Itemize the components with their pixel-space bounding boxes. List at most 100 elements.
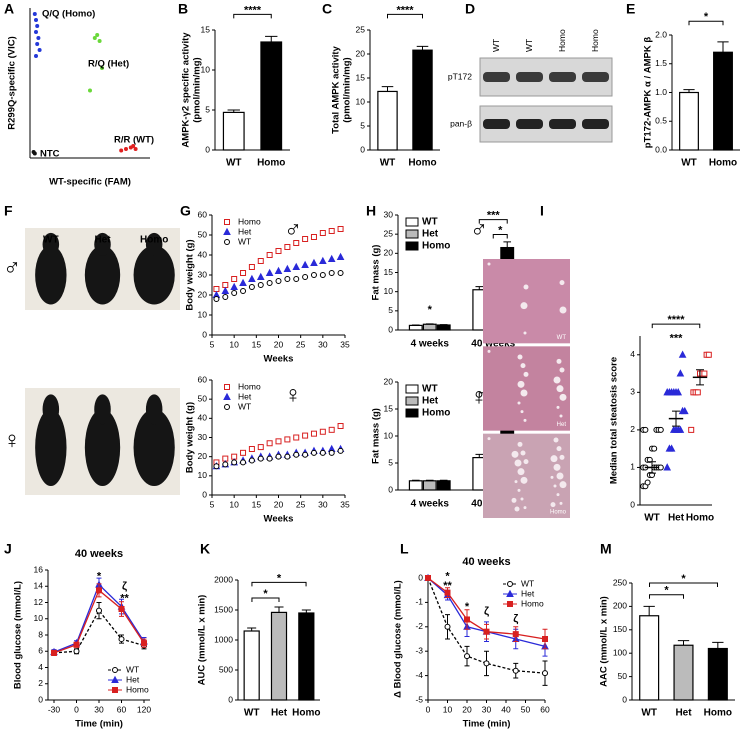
x-tick-label: WT [380,158,396,169]
legend-label: Het [422,396,439,407]
legend-swatch [405,384,419,394]
point [213,463,220,470]
vacuole [511,497,517,503]
y-tick-label: 0 [418,572,423,582]
y-tick-label: -5 [415,694,423,704]
y-tick-label: 0 [622,694,627,704]
y-tick-label: 500 [219,664,233,674]
point [239,278,247,286]
point [248,457,255,464]
legend-marker [224,404,230,410]
point [240,270,247,276]
x-tick-label: 30 [318,499,328,509]
column-label: Homo [140,235,168,246]
x-tick-label: 30 [94,704,104,714]
x-axis-label: Time (min) [75,719,123,730]
lane-label: Homo [557,29,567,52]
point [337,270,344,276]
y-axis-label: Median total steatosis score [609,357,620,484]
error-bar [648,467,656,474]
legend-label: WT [422,384,438,395]
image-label: Het [557,422,567,428]
bar [639,615,660,701]
y-tick-label: 0 [202,329,207,339]
point [328,426,335,433]
point [284,436,291,443]
mouse-head [94,232,111,256]
y-tick-label: 20 [384,248,394,258]
point [32,12,37,16]
vacuole [559,280,565,286]
error-bar [643,605,655,616]
band [549,72,576,82]
point [257,282,264,288]
cluster-label: R/Q (Het) [88,59,129,70]
x-tick-label: Het [675,708,692,719]
y-axis-label: Fat mass (g) [371,245,382,301]
legend-label: Homo [422,241,450,252]
point [705,351,712,358]
point [701,370,708,377]
x-tick-label: 0 [426,704,431,714]
series-line [53,589,145,654]
panel-letter: D [465,1,475,17]
vacuole [556,358,562,364]
y-tick-label: 25 [356,24,366,34]
point [124,147,128,151]
y-tick-label: 15 [201,24,211,34]
vacuole [520,302,528,310]
y-tick-label: 16 [34,564,44,574]
point [274,266,283,274]
significance-bracket [251,581,307,587]
y-tick-label: 0.0 [655,144,667,154]
x-tick-label: WT [226,158,242,169]
significance-label: * [277,572,282,584]
legend-marker [507,601,513,607]
significance-label: * [498,224,503,236]
legend-label: Homo [238,216,261,226]
y-tick-label: 0 [205,144,210,154]
significance-label: ** [443,580,452,592]
point [96,587,102,594]
x-tick-label: 15 [252,339,262,349]
x-tick-label: 40 [501,704,511,714]
point [141,640,147,647]
sex-symbol: ♀ [284,381,302,408]
point [293,451,300,458]
cluster-label: NTC [40,149,60,160]
y-tick-label: 5 [360,120,365,130]
y-axis-label: Blood glucose (mmol/L) [13,581,24,689]
legend-label: Homo [238,381,261,391]
y-tick-label: 6 [38,646,43,656]
point [667,444,676,452]
histology-image [483,346,570,431]
lane-label: WT [491,39,501,52]
x-axis-label: Weeks [264,354,294,365]
x-tick-label: 0 [74,704,79,714]
legend-label: Homo [521,598,544,608]
panel-letter: K [200,541,210,557]
y-axis-label: Total AMPK activity [331,45,342,133]
x-tick-label: 30 [318,339,328,349]
vacuole [514,506,520,512]
y-axis-label: Fat mass (g) [371,408,382,464]
significance-bracket [233,13,272,19]
y-tick-label: 0.5 [655,116,667,126]
point [328,449,335,456]
mouse [133,245,175,305]
point [240,288,247,294]
legend-label: WT [238,401,251,411]
x-tick-label: 40 weeks [471,339,515,350]
bar [679,91,699,151]
mouse-head [42,232,60,256]
bar [436,480,451,491]
legend-swatch [405,229,419,239]
vacuole [556,405,560,409]
vacuole [520,363,526,369]
point [512,667,519,674]
histology-image [483,433,570,518]
significance-bracket [649,594,684,599]
panel-letter: F [4,203,13,219]
point [230,282,238,290]
